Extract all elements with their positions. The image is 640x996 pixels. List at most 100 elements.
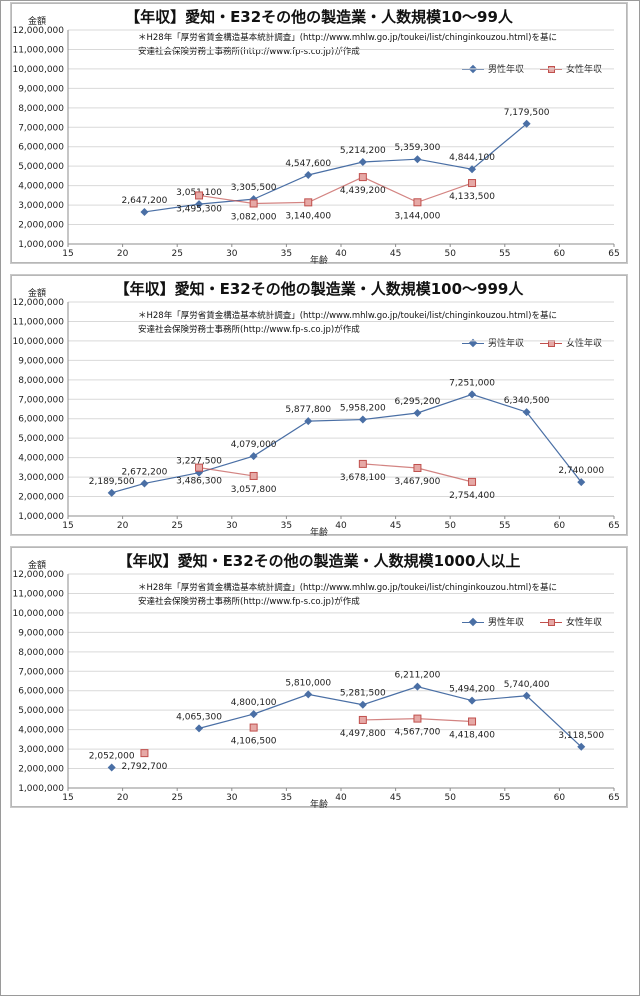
- point-male: [140, 207, 149, 216]
- point-female: [468, 477, 477, 486]
- x-tick-label: 50: [444, 793, 456, 803]
- point-female: [249, 471, 258, 480]
- data-label-female: 2,754,400: [449, 491, 495, 501]
- y-tick-label: 4,000,000: [18, 454, 64, 464]
- y-tick-label: 10,000,000: [12, 65, 64, 75]
- y-tick-label: 3,000,000: [18, 745, 64, 755]
- y-tick-label: 5,000,000: [18, 706, 64, 716]
- legend-male-label: 男性年収: [488, 339, 525, 349]
- x-tick-label: 40: [335, 521, 347, 531]
- point-female: [468, 717, 477, 726]
- point-male: [413, 408, 422, 417]
- x-axis-title: 年齢: [310, 256, 329, 266]
- x-tick-label: 60: [554, 793, 566, 803]
- point-male: [304, 690, 313, 699]
- y-tick-label: 10,000,000: [12, 609, 64, 619]
- data-label-male: 5,494,200: [449, 685, 495, 695]
- y-tick-label: 9,000,000: [18, 84, 64, 94]
- point-male: [413, 155, 422, 164]
- data-label-male: 4,079,000: [231, 440, 277, 450]
- point-female: [195, 191, 204, 200]
- legend-female-marker-icon: [540, 338, 563, 348]
- chart-panel-3: 【年収】愛知・E32その他の製造業・人数規模1000人以上 金額 ＊H28年「厚…: [10, 546, 628, 810]
- y-tick-label: 1,000,000: [18, 512, 64, 522]
- y-tick-label: 1,000,000: [18, 784, 64, 794]
- chart-panel-1: 【年収】愛知・E32その他の製造業・人数規模10～99人 金額 ＊H28年「厚労…: [10, 2, 628, 266]
- point-male: [195, 724, 204, 733]
- y-tick-label: 9,000,000: [18, 356, 64, 366]
- y-tick-label: 2,000,000: [18, 493, 64, 503]
- point-female: [358, 173, 367, 182]
- legend-item-male: 男性年収: [462, 615, 524, 628]
- data-label-male: 5,877,800: [285, 405, 331, 415]
- point-male: [358, 415, 367, 424]
- data-label-female: 3,144,000: [395, 211, 441, 221]
- x-tick-label: 50: [444, 249, 456, 259]
- x-axis-title: 年齢: [310, 528, 329, 538]
- source-note-line1: ＊H28年「厚労省賃金構造基本統計調査」(http://www.mhlw.go.…: [138, 311, 557, 321]
- data-label-female: 3,467,900: [395, 477, 441, 487]
- data-label-male: 5,214,200: [340, 146, 386, 156]
- data-label-male: 3,118,500: [558, 731, 604, 741]
- data-label-male: 6,295,200: [395, 397, 441, 407]
- y-tick-label: 12,000,000: [12, 26, 64, 36]
- y-tick-label: 11,000,000: [12, 317, 64, 327]
- data-label-female: 4,133,500: [449, 192, 495, 202]
- y-axis-title: 金額: [28, 561, 47, 571]
- point-male: [195, 200, 204, 209]
- x-tick-label: 20: [117, 249, 129, 259]
- x-tick-label: 30: [226, 793, 238, 803]
- y-tick-label: 12,000,000: [12, 570, 64, 580]
- x-tick-label: 20: [117, 793, 129, 803]
- y-tick-label: 5,000,000: [18, 162, 64, 172]
- point-male: [358, 158, 367, 167]
- legend-male-label: 男性年収: [488, 618, 525, 628]
- chart-title: 【年収】愛知・E32その他の製造業・人数規模100～999人: [114, 280, 524, 298]
- x-tick-label: 40: [335, 249, 347, 259]
- data-label-male: 5,810,000: [285, 678, 331, 688]
- x-tick-label: 30: [226, 521, 238, 531]
- x-tick-label: 50: [444, 521, 456, 531]
- x-tick-label: 25: [171, 249, 182, 259]
- point-male: [249, 452, 258, 461]
- legend-female-marker-icon: [540, 617, 563, 627]
- y-axis-title: 金額: [28, 17, 47, 27]
- x-tick-label: 55: [499, 249, 510, 259]
- y-tick-label: 7,000,000: [18, 395, 64, 405]
- data-label-female: 3,082,000: [231, 212, 277, 222]
- legend-female-label: 女性年収: [566, 339, 603, 349]
- x-tick-label: 35: [281, 793, 292, 803]
- source-note-line2: 安達社会保険労務士事務所(http://www.fp-s.co.jp)が作成: [138, 325, 360, 335]
- data-label-male: 5,359,300: [395, 143, 441, 153]
- data-label-male: 2,647,200: [122, 196, 168, 206]
- data-label-male: 6,211,200: [395, 671, 441, 681]
- data-label-male: 4,844,100: [449, 153, 495, 163]
- legend-male-marker-icon: [462, 338, 484, 348]
- x-tick-label: 60: [554, 521, 566, 531]
- data-label-male: 3,227,500: [176, 457, 222, 467]
- legend-item-female: 女性年収: [540, 615, 602, 628]
- legend: 男性年収 女性年収: [462, 336, 602, 349]
- point-male: [522, 691, 531, 700]
- chart-title: 【年収】愛知・E32その他の製造業・人数規模10～99人: [125, 8, 513, 26]
- data-label-female: 3,140,400: [285, 211, 331, 221]
- point-female: [195, 463, 204, 472]
- data-label-male: 6,340,500: [504, 396, 550, 406]
- chart-title: 【年収】愛知・E32その他の製造業・人数規模1000人以上: [117, 552, 521, 570]
- legend-male-label: 男性年収: [488, 65, 525, 75]
- y-tick-label: 4,000,000: [18, 726, 64, 736]
- y-tick-label: 11,000,000: [12, 589, 64, 599]
- x-tick-label: 65: [608, 521, 619, 531]
- source-note-line2: 安達社会保険労務士事務所(http://www.fp-s.co.jp)が作成: [138, 597, 360, 607]
- x-tick-label: 35: [281, 521, 292, 531]
- data-label-male: 5,958,200: [340, 404, 386, 414]
- y-tick-label: 7,000,000: [18, 123, 64, 133]
- y-tick-label: 2,000,000: [18, 765, 64, 775]
- data-label-female: 4,106,500: [231, 737, 277, 747]
- data-label-male: 2,672,200: [122, 467, 168, 477]
- data-label-female: 4,567,700: [395, 728, 441, 738]
- x-tick-label: 45: [390, 521, 401, 531]
- legend: 男性年収 女性年収: [462, 615, 602, 628]
- y-tick-label: 7,000,000: [18, 667, 64, 677]
